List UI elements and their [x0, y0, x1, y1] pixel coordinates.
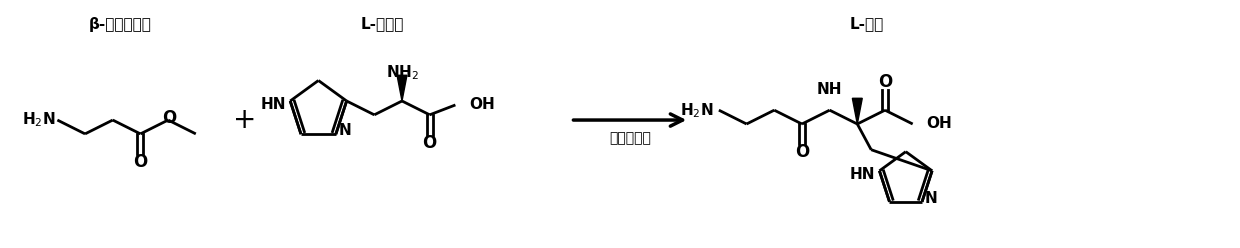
Text: O: O — [162, 109, 176, 127]
Text: OH: OH — [926, 117, 952, 131]
Text: L-组氨酸: L-组氨酸 — [361, 17, 404, 32]
Text: O: O — [134, 153, 148, 171]
Text: HN: HN — [260, 97, 286, 112]
Polygon shape — [397, 75, 407, 101]
Text: NH: NH — [817, 82, 842, 97]
Polygon shape — [852, 98, 862, 124]
Text: +: + — [233, 106, 255, 134]
Text: O: O — [423, 133, 436, 152]
Text: N: N — [925, 191, 937, 206]
Text: L-肌肽: L-肌肽 — [851, 17, 884, 32]
Text: β-丙氨酸甲酯: β-丙氨酸甲酯 — [89, 17, 153, 32]
Text: OH: OH — [469, 97, 495, 112]
Text: O: O — [878, 73, 892, 92]
Text: HN: HN — [849, 167, 875, 182]
Text: 重组全细胞: 重组全细胞 — [609, 131, 651, 145]
Text: NH$_2$: NH$_2$ — [386, 63, 418, 82]
Text: H$_2$N: H$_2$N — [681, 101, 714, 120]
Text: N: N — [339, 123, 352, 138]
Text: O: O — [795, 143, 808, 161]
Text: H$_2$N: H$_2$N — [22, 111, 56, 129]
